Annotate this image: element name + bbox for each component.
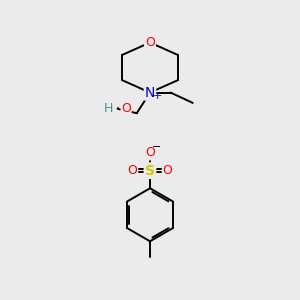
Text: +: + [153, 91, 162, 101]
Text: O: O [145, 146, 155, 159]
Text: S: S [145, 164, 155, 178]
Text: H: H [104, 102, 113, 115]
Text: ·: · [116, 102, 119, 115]
Text: N: N [145, 85, 155, 100]
Text: O: O [128, 164, 137, 177]
Text: O: O [121, 102, 131, 115]
Text: O: O [145, 36, 155, 49]
Text: −: − [152, 142, 161, 152]
Text: O: O [163, 164, 172, 177]
